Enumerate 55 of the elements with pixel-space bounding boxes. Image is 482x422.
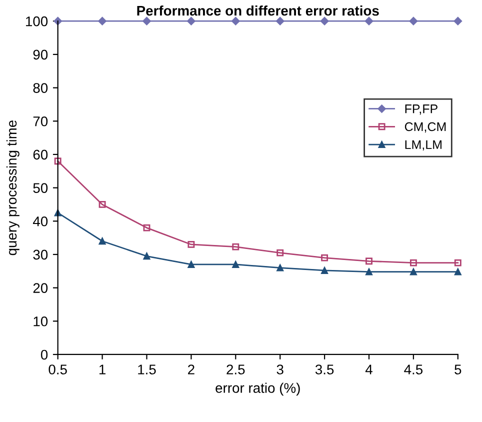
x-tick-label: 4.5 (404, 364, 423, 374)
point (188, 240, 195, 248)
point (320, 16, 329, 26)
point (232, 16, 240, 26)
point (366, 268, 372, 276)
point (321, 254, 328, 262)
point (276, 264, 284, 272)
x-tick-label: 1.5 (138, 364, 156, 374)
point (454, 268, 462, 276)
point (364, 16, 374, 26)
point (276, 16, 284, 26)
y-tick-label: 0 (40, 350, 48, 360)
y-tick-label: 60 (33, 150, 48, 160)
x-tick-label: 5 (454, 364, 462, 374)
chart-title: Performance on different error ratios (137, 5, 379, 16)
y-tick-label: 30 (33, 250, 48, 260)
y-tick-label: 50 (33, 183, 48, 193)
point (410, 259, 417, 266)
point (187, 16, 196, 26)
y-tick-label: 90 (33, 50, 48, 60)
y-tick-label: 40 (32, 216, 48, 226)
y-axis-title: query processing time (6, 120, 20, 256)
point (54, 158, 62, 165)
legend-label: FP,FP (405, 104, 438, 115)
x-tick-label: 1 (99, 364, 106, 374)
y-tick-label: 20 (33, 283, 48, 293)
x-tick-label: 3 (276, 364, 284, 374)
point (454, 259, 462, 266)
point (98, 16, 106, 26)
point (98, 200, 106, 208)
x-tick-label: 4 (365, 364, 372, 374)
point (409, 16, 418, 26)
point (143, 252, 150, 260)
x-tick-label: 2.5 (226, 364, 245, 374)
y-tick-label: 70 (33, 116, 48, 126)
point (454, 16, 462, 26)
x-tick-label: 0.5 (48, 364, 67, 374)
y-tick-label: 80 (33, 83, 48, 93)
y-tick-label: 10 (34, 316, 48, 326)
point (142, 16, 151, 26)
point (143, 224, 150, 232)
point (188, 260, 195, 268)
x-axis-title: error ratio (%) (216, 382, 300, 396)
point (321, 266, 328, 274)
legend-label: CM,CM (404, 122, 446, 133)
point (410, 268, 417, 276)
legend-label: LM,LM (405, 140, 442, 151)
x-tick-label: 3.5 (315, 364, 334, 374)
y-tick-label: 100 (26, 16, 48, 26)
x-tick-label: 2 (188, 364, 194, 374)
point (276, 249, 284, 256)
point (232, 260, 240, 268)
point (366, 258, 372, 265)
point (232, 243, 240, 250)
point (98, 238, 106, 245)
